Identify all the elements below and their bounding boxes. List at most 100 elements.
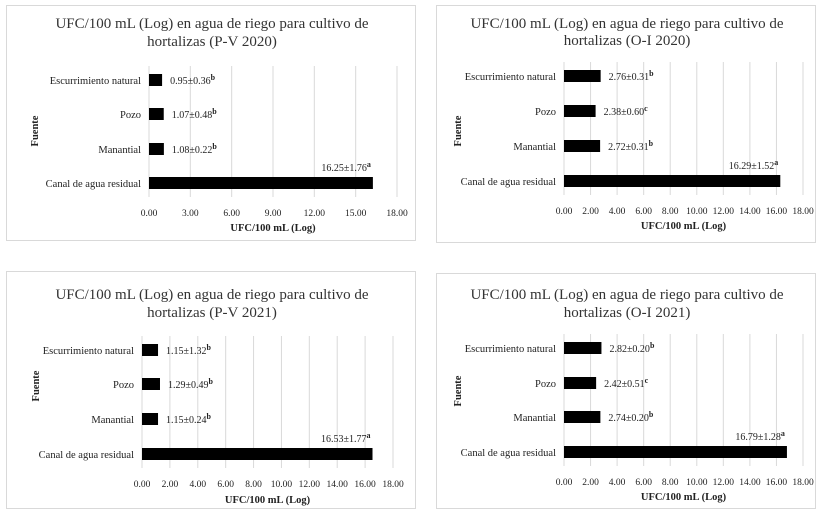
data-label: 16.29±1.52a	[729, 158, 779, 172]
x-tick-label: 6.00	[223, 209, 240, 219]
bar	[564, 105, 596, 117]
y-axis-title: Fuente	[31, 370, 42, 401]
data-label-letter: c	[644, 104, 648, 113]
category-label: Manantial	[91, 415, 134, 426]
x-tick-label: 8.00	[662, 207, 679, 217]
data-label-letter: b	[649, 69, 654, 78]
x-axis-title: UFC/100 mL (Log)	[230, 223, 316, 234]
x-tick-label: 12.00	[713, 207, 735, 217]
chart-panel-oi-2020: UFC/100 mL (Log) en agua de riego para c…	[436, 5, 816, 243]
chart-svg-pv-2020: UFC/100 mL (Log) en agua de riego para c…	[30, 16, 408, 234]
data-label: 1.29±0.49b	[168, 377, 214, 391]
data-label: 1.07±0.48b	[172, 107, 218, 121]
bar	[564, 70, 601, 82]
data-label: 16.79±1.28a	[735, 429, 785, 443]
bar	[564, 411, 601, 423]
chart-title-line: UFC/100 mL (Log) en agua de riego para c…	[55, 16, 368, 32]
bar	[142, 378, 160, 390]
category-label: Escurrimiento natural	[43, 346, 134, 357]
y-axis-title: Fuente	[30, 115, 41, 146]
chart-panel-oi-2021: UFC/100 mL (Log) en agua de riego para c…	[436, 273, 816, 509]
data-label-value: 1.08±0.22	[172, 145, 213, 156]
data-label-letter: b	[207, 343, 212, 352]
data-label-value: 0.95±0.36	[170, 76, 211, 87]
data-label-value: 2.42±0.51	[604, 379, 645, 390]
data-label-letter: a	[774, 158, 778, 167]
x-tick-label: 6.00	[635, 478, 652, 488]
category-label: Escurrimiento natural	[50, 76, 141, 87]
x-tick-label: 2.00	[582, 207, 599, 217]
category-label: Canal de agua residual	[39, 450, 134, 461]
x-tick-label: 16.00	[766, 478, 788, 488]
data-label-letter: a	[781, 429, 785, 438]
chart-title-line: UFC/100 mL (Log) en agua de riego para c…	[470, 287, 783, 303]
data-label-letter: a	[367, 160, 371, 169]
x-tick-label: 8.00	[662, 478, 679, 488]
category-label: Escurrimiento natural	[465, 72, 556, 83]
bar	[149, 74, 163, 86]
bar	[149, 143, 164, 155]
data-label: 1.15±1.32b	[166, 343, 212, 357]
x-tick-label: 6.00	[217, 480, 234, 490]
bar	[564, 175, 781, 187]
x-tick-label: 10.00	[686, 478, 708, 488]
x-tick-label: 14.00	[327, 480, 349, 490]
x-tick-label: 18.00	[792, 207, 814, 217]
x-tick-label: 4.00	[189, 480, 206, 490]
data-label: 2.42±0.51c	[604, 376, 649, 390]
bar	[564, 377, 597, 389]
data-label-value: 16.29±1.52	[729, 161, 775, 172]
x-tick-label: 14.00	[739, 207, 761, 217]
x-axis-title: UFC/100 mL (Log)	[641, 492, 727, 503]
data-label: 2.82±0.20b	[609, 341, 655, 355]
data-label-value: 1.29±0.49	[168, 380, 209, 391]
x-axis-title: UFC/100 mL (Log)	[225, 495, 311, 506]
data-label-letter: a	[367, 431, 371, 440]
data-label: 2.72±0.31b	[608, 139, 654, 153]
x-tick-label: 12.00	[299, 480, 321, 490]
data-label: 1.08±0.22b	[172, 142, 218, 156]
data-label-value: 16.25±1.76	[321, 163, 367, 174]
x-tick-label: 18.00	[382, 480, 404, 490]
bar	[564, 342, 602, 354]
data-label-value: 2.72±0.31	[608, 142, 649, 153]
data-label-value: 2.74±0.20	[608, 413, 649, 424]
x-tick-label: 0.00	[141, 209, 158, 219]
chart-title-line: hortalizas (P-V 2021)	[147, 305, 277, 321]
data-label-letter: b	[649, 410, 654, 419]
x-tick-label: 18.00	[792, 478, 814, 488]
x-tick-label: 8.00	[245, 480, 262, 490]
x-tick-label: 3.00	[182, 209, 199, 219]
data-label: 2.38±0.60c	[604, 104, 649, 118]
x-tick-label: 16.00	[766, 207, 788, 217]
category-label: Canal de agua residual	[46, 179, 141, 190]
data-label-value: 2.76±0.31	[609, 72, 650, 83]
x-tick-label: 2.00	[582, 478, 599, 488]
x-tick-label: 4.00	[609, 207, 626, 217]
chart-title-line: hortalizas (O-I 2020)	[564, 33, 691, 49]
chart-svg-pv-2021: UFC/100 mL (Log) en agua de riego para c…	[31, 287, 404, 506]
chart-title-line: hortalizas (P-V 2020)	[147, 34, 277, 50]
category-label: Manantial	[98, 145, 141, 156]
data-label-letter: b	[207, 412, 212, 421]
bar	[142, 344, 159, 356]
chart-panel-pv-2020: UFC/100 mL (Log) en agua de riego para c…	[6, 5, 416, 241]
data-label-letter: c	[645, 376, 649, 385]
bar	[149, 177, 373, 189]
data-label-letter: b	[649, 139, 654, 148]
data-label-value: 2.82±0.20	[609, 344, 650, 355]
data-label-letter: b	[650, 341, 655, 350]
data-label-value: 1.15±0.24	[166, 415, 207, 426]
data-label-value: 1.15±1.32	[166, 346, 207, 357]
x-tick-label: 16.00	[354, 480, 376, 490]
data-label-letter: b	[212, 142, 217, 151]
x-tick-label: 10.00	[686, 207, 708, 217]
chart-title-line: UFC/100 mL (Log) en agua de riego para c…	[55, 287, 368, 303]
category-label: Pozo	[113, 380, 134, 391]
data-label: 2.74±0.20b	[608, 410, 654, 424]
x-tick-label: 0.00	[556, 207, 573, 217]
x-axis-title: UFC/100 mL (Log)	[641, 221, 727, 232]
data-label-value: 16.53±1.77	[321, 434, 367, 445]
data-label: 0.95±0.36b	[170, 73, 216, 87]
data-label: 2.76±0.31b	[609, 69, 655, 83]
